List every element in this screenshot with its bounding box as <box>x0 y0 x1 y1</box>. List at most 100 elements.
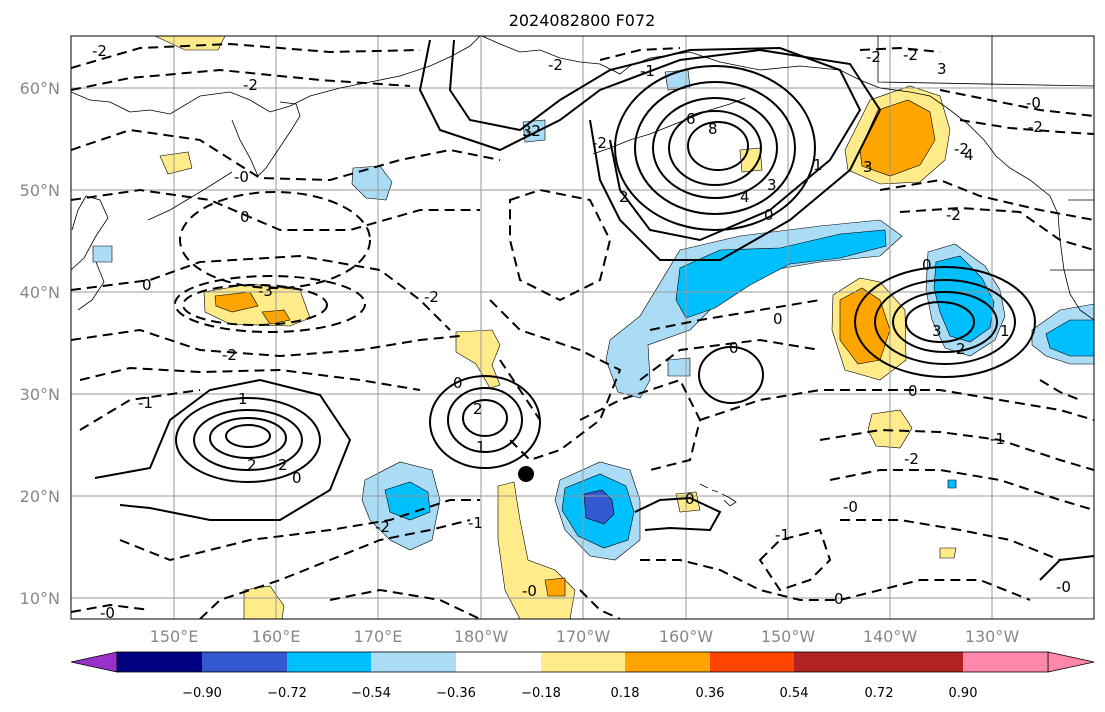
contour-value-labels: -2 -2 -2 -2 -2 -1 -1 -1 0 0 0 0 0 0 0 0 … <box>92 42 1071 622</box>
negative-shade <box>583 489 615 525</box>
lon-label: 160°E <box>252 627 301 646</box>
contour-line <box>225 424 271 448</box>
contour-line <box>71 188 480 231</box>
contour-label: -2 <box>222 346 237 364</box>
contour-line <box>71 603 151 613</box>
colorbar-segment <box>287 652 371 672</box>
contour-label: 0 <box>729 339 739 357</box>
map-frame <box>70 35 1095 620</box>
contour-label: -0 <box>234 168 249 186</box>
negative-shade <box>1045 319 1094 357</box>
contour-label: 3 <box>937 60 947 78</box>
contour-line <box>119 499 480 562</box>
contour-line <box>418 39 882 261</box>
longitude-labels: 150°E 160°E 170°E 180°W 170°W 160°W 150°… <box>150 627 1020 646</box>
contour-label: 2 <box>278 456 288 474</box>
contour-label: 0 <box>764 206 774 224</box>
negative-shade <box>933 255 995 343</box>
lon-label: 160°W <box>659 627 714 646</box>
contour-label: -2 <box>375 518 390 536</box>
colorbar-segment <box>794 652 879 672</box>
contour-line <box>179 191 371 289</box>
contour-label: -0 <box>1026 94 1041 112</box>
contour-line <box>182 284 328 326</box>
contour-label: 3 <box>863 158 873 176</box>
positive-shade <box>675 491 701 513</box>
north-america-coastline <box>879 87 1094 321</box>
lat-label: 60°N <box>20 79 60 98</box>
negative-contours <box>71 42 1094 619</box>
contour-label: 2 <box>956 340 966 358</box>
colorbar-extend-min <box>70 651 118 673</box>
map-title: 2024082800 F072 <box>509 11 656 30</box>
contour-line <box>579 378 702 471</box>
contour-label: -1 <box>775 526 790 544</box>
colorbar-tick-label: 0.90 <box>949 686 978 701</box>
contour-line <box>668 110 762 186</box>
contour-line <box>649 299 821 331</box>
contour-label: 2 <box>247 456 257 474</box>
contour-label: 0 <box>908 382 918 400</box>
contour-label: -2 <box>903 46 918 64</box>
contour-line <box>905 301 975 343</box>
japan-coastline <box>71 195 109 311</box>
contour-line <box>854 266 1036 378</box>
graticule <box>71 36 1094 619</box>
negative-shade <box>947 479 957 489</box>
contour-line <box>94 378 352 521</box>
contour-line <box>329 588 481 619</box>
contour-label: 6 <box>686 110 696 128</box>
contour-line <box>639 338 821 381</box>
positive-shade <box>154 36 226 51</box>
contour-line <box>79 366 421 391</box>
contour-line <box>614 65 816 231</box>
contour-line <box>448 39 862 242</box>
contour-label: -2 <box>243 76 258 94</box>
contour-line <box>1039 379 1081 401</box>
contour-label: 1 <box>813 156 823 174</box>
negative-shade <box>92 245 113 263</box>
contour-label: 0 <box>142 276 152 294</box>
contour-line <box>687 121 749 171</box>
colorbar-segment <box>963 652 1048 672</box>
positive-shade <box>214 291 259 313</box>
hawaii-islands <box>699 483 737 507</box>
contour-line <box>599 47 681 61</box>
positive-shade <box>243 585 285 619</box>
contour-label: 2 <box>473 400 483 418</box>
contour-label: 0 <box>240 208 250 226</box>
colorbar-tick-label: −0.18 <box>521 686 561 701</box>
contour-label: 4 <box>740 188 750 206</box>
contour-label: -1 <box>990 430 1005 448</box>
contour-label: 1 <box>238 390 248 408</box>
lon-label: 180°W <box>454 627 509 646</box>
contour-line <box>959 119 1094 135</box>
contour-line <box>71 68 411 91</box>
contour-label: -2 <box>592 134 607 152</box>
map-panel: -2 -2 -2 -2 -2 -1 -1 -1 0 0 0 0 0 0 0 0 … <box>70 35 1095 622</box>
aleutian-chain <box>592 97 746 155</box>
contour-line <box>499 359 541 421</box>
contour-label: -0 <box>1056 578 1071 596</box>
contour-line <box>699 389 1094 421</box>
contour-line <box>199 519 471 619</box>
contour-label: -2 <box>866 48 881 66</box>
contour-line <box>71 42 421 69</box>
contour-label: -2 <box>548 56 563 74</box>
contour-label: 0 <box>834 590 844 608</box>
contour-line <box>71 128 501 182</box>
lon-label: 170°W <box>556 627 611 646</box>
contour-line <box>652 97 778 199</box>
colorbar-tick-label: 0.72 <box>865 686 894 701</box>
contour-label: 1 <box>476 438 486 456</box>
contour-label: -0 <box>100 604 115 622</box>
colorbar-segment <box>879 652 963 672</box>
contour-label: 0 <box>685 490 695 508</box>
contour-line <box>840 519 1061 561</box>
contour-label: -0 <box>843 498 858 516</box>
contour-label: -2 <box>954 140 969 158</box>
colorbar-segment <box>371 652 456 672</box>
contour-label: 0 <box>292 469 302 487</box>
contour-label: 1 <box>1000 322 1010 340</box>
colorbar-tick-label: −0.54 <box>351 686 391 701</box>
